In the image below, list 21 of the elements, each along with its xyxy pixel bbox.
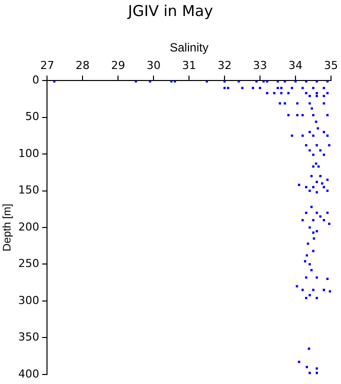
x-axis-title: Salinity — [170, 40, 208, 55]
x-tick-label: 30 — [146, 58, 161, 72]
y-tick-label: 200 — [18, 220, 40, 234]
y-tick-label: 100 — [18, 146, 40, 160]
y-tick-label: 350 — [18, 330, 40, 344]
x-tick-label: 34 — [288, 58, 303, 72]
y-tick-label: 0 — [32, 73, 40, 86]
x-tick-label: 32 — [218, 58, 232, 72]
y-tick-label: 250 — [18, 257, 40, 270]
y-tick-label: 150 — [18, 184, 40, 197]
y-tick-label: 300 — [18, 294, 40, 307]
x-tick-label: 31 — [182, 58, 196, 72]
y-tick-label: 50 — [25, 110, 40, 124]
chart-title: JGIV in May — [126, 2, 214, 20]
x-tick-label: 33 — [253, 58, 268, 72]
x-tick-label: 28 — [76, 58, 90, 72]
y-axis-title: Depth [m] — [2, 204, 14, 252]
x-tick-label: 35 — [324, 58, 338, 72]
y-tick-label: 400 — [18, 367, 40, 380]
x-tick-label: 29 — [111, 58, 126, 72]
x-tick-label: 27 — [40, 58, 54, 72]
